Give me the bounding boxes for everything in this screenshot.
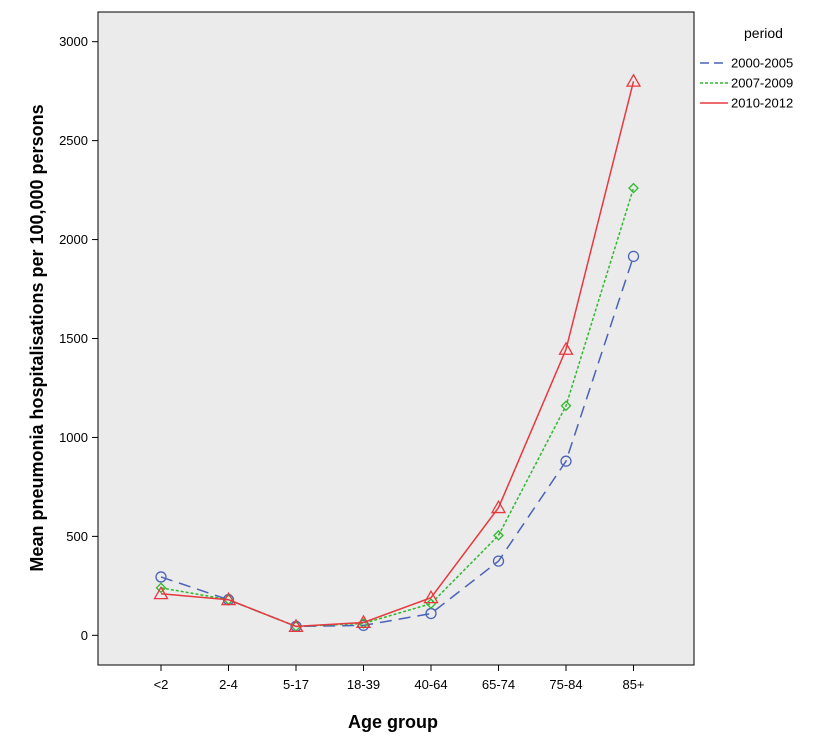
- x-tick-label: 40-64: [414, 677, 447, 692]
- x-tick-label: 75-84: [549, 677, 582, 692]
- series-2010-2012: [153, 73, 642, 632]
- data-point: [493, 529, 504, 541]
- y-axis-title: Mean pneumonia hospitalisations per 100,…: [27, 104, 47, 571]
- legend-label: 2007-2009: [731, 76, 793, 91]
- data-point: [423, 589, 439, 604]
- plot-area: [97, 11, 695, 666]
- y-tick-label: 500: [66, 529, 88, 544]
- data-point: [492, 555, 505, 567]
- data-point: [288, 618, 304, 632]
- data-point: [490, 499, 507, 514]
- data-point: [558, 341, 574, 355]
- legend-label: 2000-2005: [731, 56, 793, 71]
- y-tick-label: 2500: [59, 133, 88, 148]
- data-point: [560, 455, 572, 467]
- data-point: [153, 585, 169, 600]
- legend-label: 2010-2012: [731, 96, 793, 111]
- data-point: [155, 571, 167, 583]
- y-axis: 0 500 1000 1500 2000 2500 3000: [59, 34, 98, 643]
- y-tick-label: 2000: [59, 232, 88, 247]
- data-point: [220, 591, 237, 606]
- x-tick-label: 5-17: [283, 677, 309, 692]
- x-tick-label: 85+: [622, 677, 644, 692]
- y-tick-label: 1500: [59, 331, 88, 346]
- data-point: [355, 614, 372, 628]
- y-tick-label: 1000: [59, 430, 88, 445]
- data-point: [628, 182, 639, 194]
- x-tick-label: 2-4: [219, 677, 238, 692]
- data-point: [155, 582, 167, 594]
- data-point: [625, 73, 642, 87]
- series-layer: [153, 73, 642, 633]
- data-point: [560, 400, 572, 412]
- x-tick-label: <2: [154, 677, 169, 692]
- x-tick-label: 65-74: [482, 677, 515, 692]
- x-axis: <2 2-4 5-17 18-39 40-64 65-74 75-84 85+: [154, 665, 645, 692]
- y-tick-label: 0: [81, 628, 88, 643]
- x-axis-title: Age group: [348, 712, 438, 732]
- y-tick-label: 3000: [59, 34, 88, 49]
- legend-title: period: [744, 25, 783, 41]
- data-point: [627, 250, 640, 263]
- x-tick-label: 18-39: [347, 677, 380, 692]
- series-line: [160, 81, 635, 628]
- legend: period 2000-2005 2007-2009 2010-2012: [700, 25, 793, 111]
